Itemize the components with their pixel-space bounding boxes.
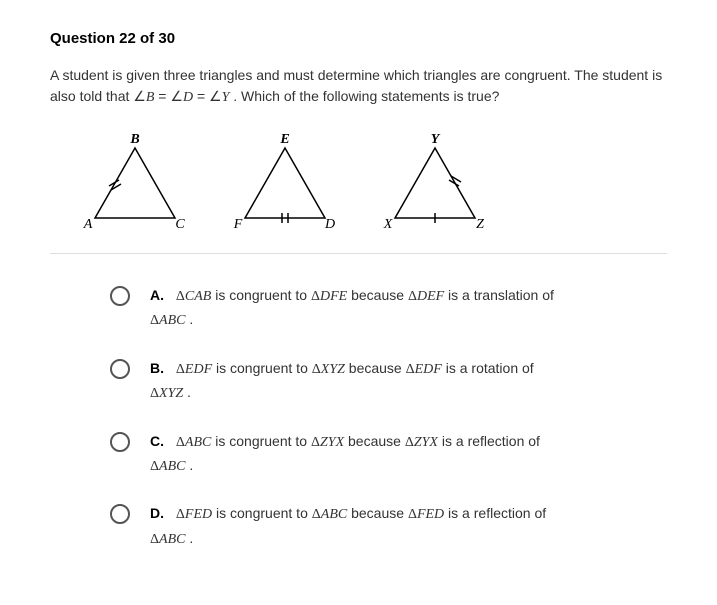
vertex-d: D: [324, 217, 335, 232]
option-d-text: D. ΔFED is congruent to ΔABC because ΔFE…: [150, 502, 546, 551]
angle-d: D: [183, 90, 193, 105]
triangle-xyz: Y X Z: [380, 133, 490, 233]
option-b-text: B. ΔEDF is congruent to ΔXYZ because ΔED…: [150, 357, 534, 406]
option-label-c: C.: [150, 433, 164, 449]
option-c[interactable]: C. ΔABC is congruent to ΔZYX because ΔZY…: [110, 430, 667, 479]
option-label-b: B.: [150, 360, 164, 376]
option-b[interactable]: B. ΔEDF is congruent to ΔXYZ because ΔED…: [110, 357, 667, 406]
vertex-z: Z: [476, 217, 484, 232]
question-header: Question 22 of 30: [50, 30, 667, 47]
radio-c[interactable]: [110, 432, 130, 452]
option-a[interactable]: A. ΔCAB is congruent to ΔDFE because ΔDE…: [110, 284, 667, 333]
angle-b: B: [146, 90, 155, 105]
triangles-figure: B A C E F D Y X Z: [80, 133, 667, 233]
divider: [50, 253, 667, 254]
vertex-x: X: [383, 217, 393, 232]
vertex-a: A: [83, 217, 93, 232]
angle-symbol: ∠: [209, 90, 222, 105]
angle-symbol: ∠: [133, 90, 146, 105]
angle-symbol: ∠: [170, 90, 183, 105]
option-label-a: A.: [150, 287, 164, 303]
option-d[interactable]: D. ΔFED is congruent to ΔABC because ΔFE…: [110, 502, 667, 551]
radio-d[interactable]: [110, 504, 130, 524]
vertex-y: Y: [431, 133, 441, 147]
option-label-d: D.: [150, 505, 164, 521]
vertex-c: C: [175, 217, 185, 232]
triangle-fed: E F D: [230, 133, 340, 233]
option-c-text: C. ΔABC is congruent to ΔZYX because ΔZY…: [150, 430, 540, 479]
option-a-text: A. ΔCAB is congruent to ΔDFE because ΔDE…: [150, 284, 554, 333]
prompt-text-2: . Which of the following statements is t…: [229, 88, 499, 104]
triangle-abc: B A C: [80, 133, 190, 233]
radio-a[interactable]: [110, 286, 130, 306]
question-prompt: A student is given three triangles and m…: [50, 65, 667, 108]
answer-options: A. ΔCAB is congruent to ΔDFE because ΔDE…: [110, 284, 667, 551]
vertex-e: E: [279, 133, 289, 147]
vertex-b: B: [129, 133, 139, 147]
vertex-f: F: [233, 217, 243, 232]
radio-b[interactable]: [110, 359, 130, 379]
